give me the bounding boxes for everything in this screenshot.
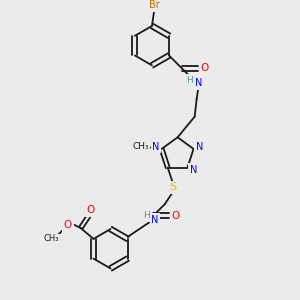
Text: H: H [186,76,193,85]
Text: H: H [143,212,149,220]
Text: N: N [152,142,159,152]
Text: Br: Br [148,0,159,10]
Text: O: O [86,205,95,215]
Text: N: N [151,215,159,225]
Text: CH₃: CH₃ [133,142,149,152]
Text: N: N [195,78,202,88]
Text: O: O [172,211,180,221]
Text: N: N [196,142,203,152]
Text: S: S [169,182,176,192]
Text: O: O [200,63,209,73]
Text: O: O [64,220,72,230]
Text: N: N [190,165,197,175]
Text: CH₃: CH₃ [43,234,59,243]
